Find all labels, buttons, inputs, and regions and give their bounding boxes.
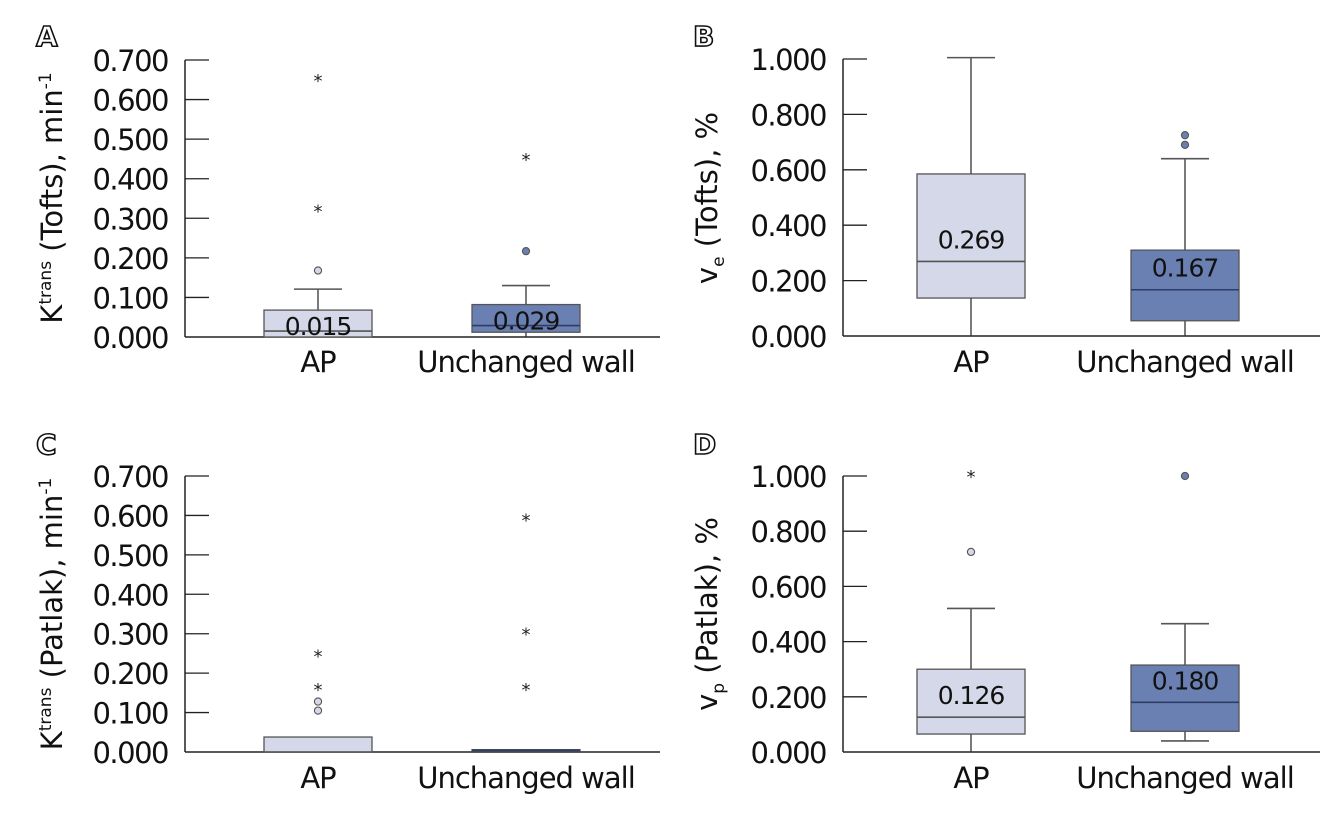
outlier-circle	[313, 266, 323, 275]
y-tick-label: 0.700	[92, 44, 168, 78]
outlier-extreme-star: *	[314, 680, 323, 701]
box-unchanged-wall: 0.029 *	[471, 150, 581, 337]
y-tick-label: 0.600	[750, 570, 826, 604]
box-ap: 0.269	[916, 56, 1026, 336]
y-tick-label: 0.200	[92, 242, 168, 276]
y-tick-label: 0.000	[92, 321, 168, 355]
outlier-extreme-star: *	[314, 201, 323, 222]
box-ap: 0.126 *	[916, 467, 1026, 752]
outlier-circle	[966, 547, 976, 557]
y-tick-label: 0.600	[750, 154, 826, 188]
panel-b: B 0.000 0.200 0.400 0.600 0.800 1.000 ve (Tofts…	[690, 19, 1320, 379]
outlier-circle	[313, 706, 323, 715]
iqr-box	[1130, 249, 1240, 322]
median-value-label: 0.126	[938, 681, 1005, 710]
y-tick-label: 0.200	[92, 657, 168, 691]
y-axis-title: Ktrans (Tofts), min-1	[35, 72, 69, 323]
outlier-circle	[521, 246, 531, 256]
iqr-box	[471, 303, 581, 333]
y-tick-label: 0.400	[750, 626, 826, 660]
panel-letter: D	[693, 428, 716, 461]
outlier-extreme-star: *	[314, 646, 323, 667]
y-tick-label: 1.000	[750, 460, 826, 494]
x-category-label: AP	[953, 761, 989, 795]
iqr-box	[916, 173, 1026, 299]
outlier-circle	[313, 697, 323, 706]
y-tick-label: 0.100	[92, 281, 168, 315]
x-category-label: Unchanged wall	[1076, 761, 1294, 795]
iqr-box	[1130, 664, 1240, 732]
y-tick-label: 0.200	[750, 265, 826, 299]
y-tick-label: 0.300	[92, 202, 168, 236]
y-axis-title: Ktrans (Patlak), min-1	[35, 478, 69, 751]
y-tick-label: 0.800	[750, 515, 826, 549]
outlier-extreme-star: *	[522, 680, 531, 701]
y-tick-label: 0.500	[92, 539, 168, 573]
y-tick-label: 0.000	[92, 736, 168, 770]
outlier-extreme-star: *	[522, 510, 531, 531]
y-tick-label: 0.600	[92, 84, 168, 118]
median-value-label: 0.029	[493, 307, 560, 336]
panel-letter: B	[693, 20, 714, 53]
y-tick-label: 0.400	[92, 578, 168, 612]
y-tick-label: 1.000	[750, 43, 826, 77]
x-category-label: Unchanged wall	[1076, 345, 1294, 379]
outlier-extreme-star: *	[967, 467, 976, 488]
x-category-label: Unchanged wall	[417, 345, 635, 379]
panel-c: C 0.000 0.100 0.200 0.300 0.400 0.500 0.600 0.70…	[35, 427, 660, 795]
median-value-label: 0.180	[1152, 666, 1219, 695]
y-tick-label: 0.600	[92, 499, 168, 533]
box-ap: **	[263, 646, 373, 753]
y-tick-label: 0.000	[750, 736, 826, 770]
outlier-circle	[1180, 131, 1190, 140]
x-category-label: AP	[953, 345, 989, 379]
outlier-extreme-star: *	[314, 71, 323, 92]
iqr-box	[263, 309, 373, 338]
y-tick-label: 0.300	[92, 618, 168, 652]
box-ap: 0.015 * *	[263, 71, 373, 341]
y-tick-label: 0.200	[750, 681, 826, 715]
x-category-label: AP	[300, 761, 336, 795]
y-tick-label: 0.700	[92, 460, 168, 494]
panel-letter: C	[36, 428, 57, 461]
panel-letter: A	[36, 20, 58, 53]
x-category-label: Unchanged wall	[417, 761, 635, 795]
y-tick-label: 0.400	[750, 209, 826, 243]
y-axis-title: ve (Tofts), %	[690, 112, 729, 284]
median-value-label: 0.269	[938, 225, 1005, 254]
box-unchanged-wall: 0.180	[1130, 471, 1240, 742]
y-tick-label: 0.500	[92, 123, 168, 157]
panel-a: A 0.000 0.100 0.200 0.300 0.400 0.500 0.600 0.70…	[35, 19, 660, 379]
iqr-box	[916, 668, 1026, 735]
median-value-label: 0.015	[285, 312, 352, 341]
outlier-extreme-star: *	[522, 625, 531, 646]
y-axis-title: vp (Patlak), %	[690, 517, 729, 711]
y-tick-label: 0.800	[750, 98, 826, 132]
y-tick-label: 0.100	[92, 697, 168, 731]
x-category-label: AP	[300, 345, 336, 379]
panel-d: D 0.000 0.200 0.400 0.600 0.800 1.000 vp (Patla…	[690, 427, 1320, 795]
outlier-circle	[1180, 140, 1190, 150]
box-unchanged-wall: * * *	[471, 510, 581, 752]
y-tick-label: 0.000	[750, 320, 826, 354]
outlier-extreme-star: *	[522, 150, 531, 171]
median-value-label: 0.167	[1152, 254, 1219, 283]
box-unchanged-wall: 0.167	[1130, 131, 1240, 336]
outlier-circle	[1180, 471, 1190, 481]
iqr-box	[263, 736, 373, 753]
y-tick-label: 0.400	[92, 163, 168, 197]
